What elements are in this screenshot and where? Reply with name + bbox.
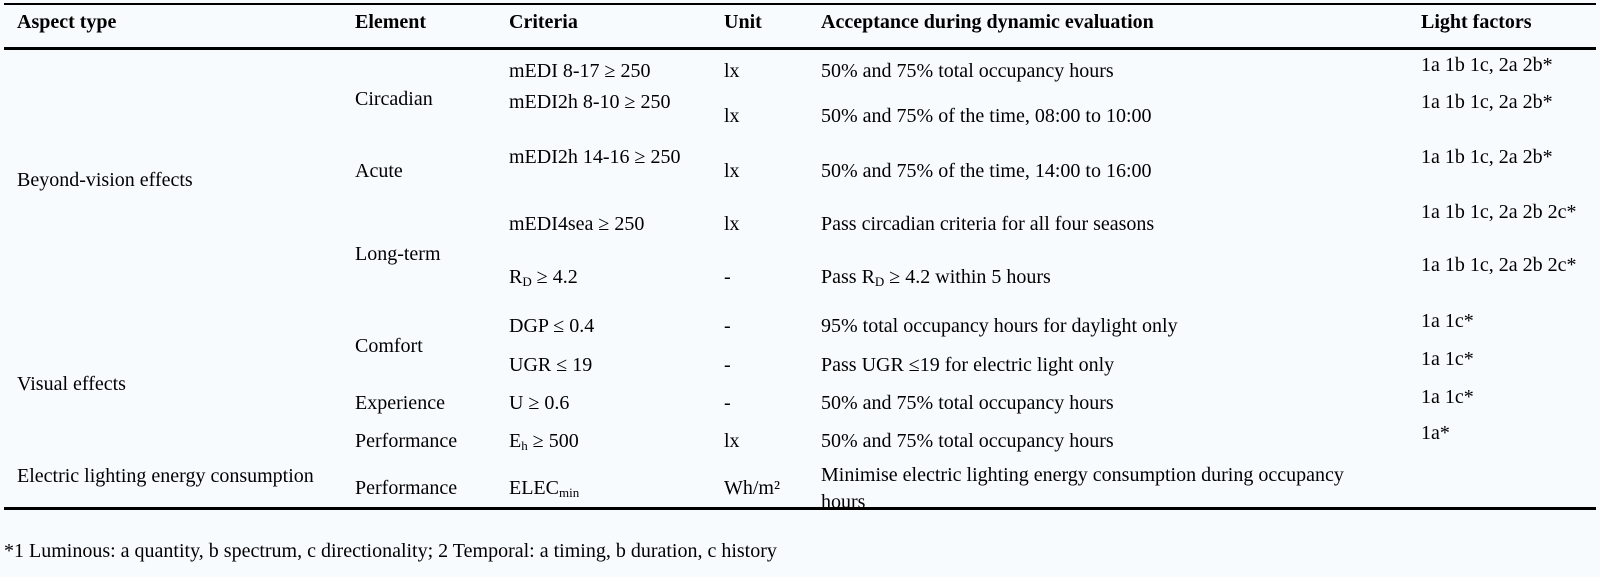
header-unit: Unit (724, 11, 762, 33)
light-factors-cell: 1a 1c* (1421, 348, 1474, 370)
criteria-subscript: h (521, 438, 528, 453)
acceptance-cell: Pass UGR ≤19 for electric light only (821, 354, 1115, 376)
element-performance-visual: Performance (355, 430, 458, 452)
element-comfort: Comfort (355, 335, 423, 357)
criteria-cell: mEDI2h 14-16 ≥ 250 (509, 146, 681, 168)
aspect-electric: Electric lighting energy consumption (17, 465, 314, 487)
header-acceptance: Acceptance during dynamic evaluation (821, 11, 1154, 33)
table-bottom-rule (4, 507, 1596, 510)
acceptance-cell: Pass circadian criteria for all four sea… (821, 213, 1155, 235)
header-criteria: Criteria (509, 11, 578, 33)
acceptance-subscript: D (874, 274, 885, 289)
light-factors-cell: 1a 1c* (1421, 310, 1474, 332)
acceptance-cell: 95% total occupancy hours for daylight o… (821, 315, 1178, 337)
acceptance-suffix: ≥ 4.2 within 5 hours (884, 266, 1051, 288)
criteria-cell: DGP ≤ 0.4 (509, 315, 595, 337)
criteria-cell: mEDI4sea ≥ 250 (509, 213, 645, 235)
table-top-rule (4, 3, 1596, 5)
unit-cell: lx (724, 105, 740, 127)
light-factors-cell: 1a 1b 1c, 2a 2b* (1421, 146, 1553, 168)
criteria-symbol: R (509, 266, 523, 288)
criteria-cell: Eh ≥ 500 (509, 428, 579, 455)
unit-cell: - (724, 315, 731, 337)
unit-cell: - (724, 266, 731, 288)
element-experience: Experience (355, 392, 445, 414)
acceptance-cell: 50% and 75% of the time, 08:00 to 10:00 (821, 105, 1152, 127)
unit-cell: lx (724, 430, 740, 452)
table-header-rule (4, 47, 1596, 50)
element-long-term: Long-term (355, 243, 441, 265)
element-circadian: Circadian (355, 88, 433, 110)
criteria-subscript: D (522, 274, 532, 289)
unit-cell: lx (724, 213, 740, 235)
unit-cell: Wh/m² (724, 477, 780, 499)
light-factors-cell: 1a 1b 1c, 2a 2b* (1421, 54, 1553, 76)
element-performance-electric: Performance (355, 477, 458, 499)
acceptance-cell: 50% and 75% of the time, 14:00 to 16:00 (821, 160, 1152, 182)
acceptance-cell: 50% and 75% total occupancy hours (821, 430, 1114, 452)
acceptance-cell: Pass RD ≥ 4.2 within 5 hours (821, 264, 1051, 291)
acceptance-cell: 50% and 75% total occupancy hours (821, 60, 1114, 82)
criteria-subscript: min (559, 485, 580, 500)
header-aspect-type: Aspect type (17, 11, 117, 33)
criteria-threshold: ≥ 4.2 (531, 266, 578, 288)
criteria-cell: UGR ≤ 19 (509, 354, 593, 376)
criteria-threshold: ≥ 500 (527, 430, 579, 452)
criteria-symbol: E (509, 430, 522, 452)
criteria-cell: U ≥ 0.6 (509, 392, 570, 414)
header-light-factors: Light factors (1421, 11, 1532, 33)
light-factors-cell: 1a* (1421, 422, 1450, 444)
light-factors-cell: 1a 1b 1c, 2a 2b 2c* (1421, 201, 1577, 223)
unit-cell: lx (724, 60, 740, 82)
light-factors-cell: 1a 1c* (1421, 386, 1474, 408)
table-footnote: *1 Luminous: a quantity, b spectrum, c d… (4, 540, 777, 562)
criteria-cell: ELECmin (509, 475, 579, 502)
element-acute: Acute (355, 160, 403, 182)
acceptance-cell: 50% and 75% total occupancy hours (821, 392, 1114, 414)
unit-cell: lx (724, 160, 740, 182)
light-factors-cell: 1a 1b 1c, 2a 2b* (1421, 91, 1553, 113)
criteria-symbol: ELEC (509, 477, 559, 499)
light-factors-cell: 1a 1b 1c, 2a 2b 2c* (1421, 254, 1577, 276)
unit-cell: - (724, 354, 731, 376)
criteria-cell: RD ≥ 4.2 (509, 264, 578, 291)
unit-cell: - (724, 392, 731, 414)
aspect-visual: Visual effects (17, 373, 126, 395)
acceptance-cell: Minimise electric lighting energy consum… (821, 464, 1344, 513)
acceptance-prefix: Pass R (821, 266, 875, 288)
criteria-cell: mEDI2h 8-10 ≥ 250 (509, 91, 671, 113)
aspect-beyond-vision: Beyond-vision effects (17, 169, 193, 191)
criteria-cell: mEDI 8-17 ≥ 250 (509, 60, 651, 82)
header-element: Element (355, 11, 427, 33)
